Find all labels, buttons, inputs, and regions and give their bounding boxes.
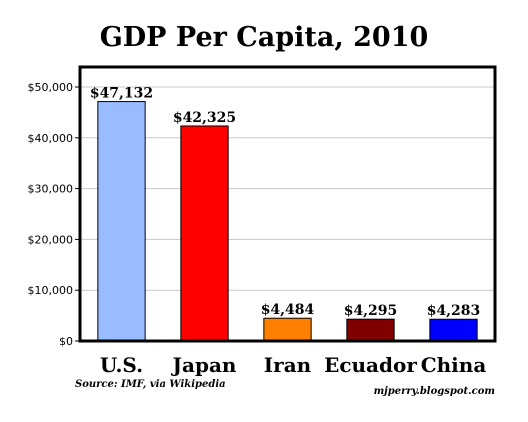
chart-title: GDP Per Capita, 2010 [99,22,429,53]
data-label: $4,283 [427,303,481,319]
data-label: $4,295 [344,303,398,319]
data-label: $4,484 [261,302,315,318]
bar-japan [180,125,229,342]
plot-frame [78,65,497,343]
y-tick-label: $20,000 [28,233,74,246]
y-tick-label: $50,000 [28,81,74,94]
y-tick-label: $10,000 [28,284,74,297]
category-label: U.S. [100,353,143,377]
bar-ecuador [346,318,395,342]
data-label: $42,325 [173,110,236,126]
bar-iran [263,317,312,342]
category-label: Japan [171,353,237,377]
y-tick-label: $40,000 [28,132,74,145]
x-axis-categories: U.S. Japan Iran Ecuador China [100,353,486,377]
category-label: China [421,353,487,377]
data-labels: $47,132 $42,325 $4,484 $4,295 $4,283 [90,86,480,320]
source-note: Source: IMF, via Wikipedia [75,379,226,390]
y-axis-ticks: $0 $10,000 $20,000 $30,000 $40,000 $50,000 [28,81,80,348]
category-label: Ecuador [324,353,417,377]
data-label: $47,132 [90,86,153,102]
y-tick-label: $30,000 [28,183,74,196]
bar-china [429,318,478,342]
bars [97,101,478,342]
bar-u-s [97,101,146,342]
grid-lines [80,86,495,291]
category-label: Iran [264,353,312,377]
credit-note: mjperry.blogspot.com [373,386,495,397]
y-tick-label: $0 [59,335,73,348]
